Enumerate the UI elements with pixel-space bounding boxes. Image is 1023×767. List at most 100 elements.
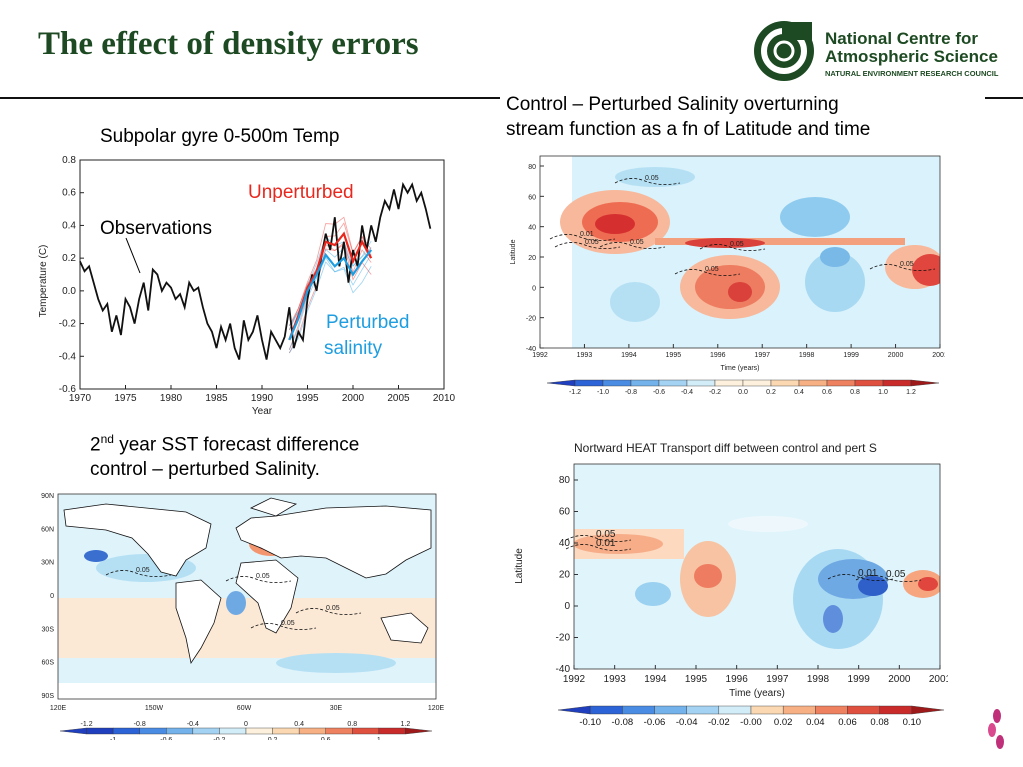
heat-transport-title: Nortward HEAT Transport diff between con… — [574, 441, 877, 455]
label-observations: Observations — [100, 218, 212, 239]
y-tick-label: -40 — [526, 346, 536, 353]
y-tick-label: -40 — [556, 664, 571, 675]
header-rule-right — [985, 97, 1023, 99]
contour-label: 0.05 — [886, 569, 906, 580]
contour-label: 0.01 — [580, 231, 594, 238]
colorbar-label: 1.2 — [906, 389, 916, 396]
colorbar-swatch — [654, 705, 687, 715]
header-rule-left — [0, 97, 500, 99]
lon-label: 30E — [330, 705, 343, 712]
contour-line — [554, 242, 621, 249]
sst-map: 90N 60N 30N 0 30S 60S 90S 120E 150W 60W 30E 120E 0.… — [41, 493, 444, 740]
contour-label: 0.05 — [326, 605, 340, 612]
colorbar-swatch — [854, 379, 884, 387]
colorbar-label: -0.02 — [708, 717, 730, 728]
colorbar-label: -0.6 — [160, 737, 172, 740]
colorbar-label: 1.0 — [878, 389, 888, 396]
y-tick-label: 0.2 — [62, 253, 76, 264]
colorbar-label: 1 — [377, 737, 381, 740]
page-title: The effect of density errors — [38, 26, 419, 62]
x-tick-label: 2005 — [387, 393, 410, 404]
colorbar-swatch — [166, 727, 194, 735]
colorbar-label: -0.6 — [653, 389, 665, 396]
x-tick-label: 1975 — [114, 393, 137, 404]
label-perturbed: Perturbed — [326, 312, 409, 333]
x-tick-label: 2000 — [888, 674, 911, 685]
eurasia — [235, 505, 432, 579]
colorbar-label: 0.06 — [838, 717, 857, 728]
x-tick-label: 1998 — [807, 674, 830, 685]
y-tick-label: 60 — [559, 507, 571, 518]
x-tick-label: 1995 — [296, 393, 319, 404]
colorbar-arrow-high — [911, 705, 945, 715]
lon-label: 60W — [237, 705, 252, 712]
contour-label: 0.05 — [585, 239, 599, 246]
colorbar-label: -0.00 — [740, 717, 762, 728]
x-tick-label: 1992 — [563, 674, 586, 685]
x-tick-label: 1996 — [710, 352, 726, 359]
y-tick-label: -0.6 — [59, 384, 77, 395]
y-tick-label: 60 — [528, 194, 536, 201]
colorbar-swatch — [192, 727, 220, 735]
colorbar-swatch — [589, 705, 623, 715]
y-tick-label: 0 — [564, 601, 570, 612]
x-tick-label: 1985 — [205, 393, 228, 404]
x-tick-label: 1995 — [666, 352, 682, 359]
colorbar-swatch — [882, 379, 912, 387]
unperturbed-ensemble-member — [288, 222, 372, 330]
x-tick-label: 1970 — [69, 393, 92, 404]
y-axis-label: Temperature (C) — [38, 245, 49, 318]
africa — [235, 559, 299, 634]
caption-subpolar: Subpolar gyre 0-500m Temp — [100, 126, 340, 147]
colorbar-swatch — [378, 727, 406, 735]
overturning-field — [540, 156, 940, 348]
colorbar-swatch — [112, 727, 140, 735]
colorbar-swatch — [352, 727, 380, 735]
colorbar-label: -1.2 — [569, 389, 581, 396]
x-axis-label: Year — [252, 406, 273, 417]
observations-line — [79, 181, 432, 360]
colorbar-label: 0.08 — [870, 717, 889, 728]
contour-line — [105, 570, 172, 577]
perturbed-ensemble-member — [288, 254, 372, 350]
australia — [380, 612, 429, 644]
contour-label: 0.05 — [900, 261, 914, 268]
x-tick-label: 2001 — [929, 674, 948, 685]
y-tick-label: 80 — [559, 475, 571, 486]
lon-label: 150W — [145, 705, 164, 712]
heat-y-label: Latitude — [514, 548, 525, 584]
north-america — [63, 503, 212, 577]
subpolar-temp-chart: 0.8 0.6 0.4 0.2 0.0 -0.2 -0.4 -0.6 1970 1975 1980… — [38, 155, 456, 417]
y-tick-label: 20 — [559, 570, 571, 581]
colorbar-swatch — [86, 727, 114, 735]
x-tick-label: 1994 — [644, 674, 667, 685]
plot-frame — [79, 159, 445, 390]
y-tick-label: 0.4 — [62, 220, 76, 231]
contour-line — [599, 242, 666, 249]
y-tick-label: 0.8 — [62, 155, 76, 166]
contour-line — [614, 178, 681, 185]
contour-line — [225, 576, 292, 583]
colorbar-swatch — [602, 379, 632, 387]
colorbar-swatch — [742, 379, 772, 387]
caption-sst-line2: control – perturbed Salinity. — [90, 459, 320, 481]
colorbar-swatch — [714, 379, 744, 387]
heat-transport-heatmap: Nortward HEAT Transport diff between con… — [514, 441, 948, 728]
caption-sst-line1: 2nd year SST forecast difference — [90, 432, 360, 456]
unperturbed-ensemble-member — [288, 216, 372, 326]
colorbar-swatch — [245, 727, 273, 735]
x-tick-label: 1993 — [604, 674, 627, 685]
colorbar-label: 0.6 — [321, 737, 331, 740]
caption-overturning-line1: Control – Perturbed Salinity overturning — [506, 94, 839, 115]
colorbar-label: 0.04 — [806, 717, 825, 728]
colorbar-swatch — [686, 379, 716, 387]
overturning-x-label: Time (years) — [720, 365, 759, 372]
colorbar-swatch — [847, 705, 880, 715]
contour-line — [674, 269, 741, 276]
x-tick-label: 1992 — [532, 352, 548, 359]
colorbar-label: 0.2 — [766, 389, 776, 396]
contour-label: 0.05 — [630, 239, 644, 246]
contour-line — [565, 535, 632, 542]
colorbar-swatch — [750, 705, 784, 715]
colorbar-label: -0.8 — [625, 389, 637, 396]
